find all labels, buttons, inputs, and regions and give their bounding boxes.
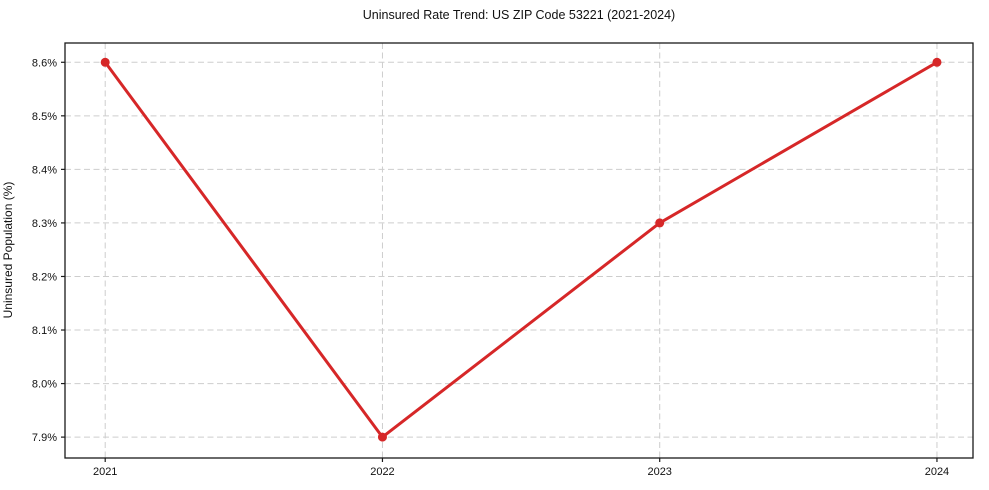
y-tick-label: 8.1% [32, 325, 57, 337]
y-tick-label: 8.3% [32, 218, 57, 230]
y-tick-label: 8.4% [32, 164, 57, 176]
y-tick-label: 8.6% [32, 57, 57, 69]
y-tick-label: 8.0% [32, 379, 57, 391]
data-point [377, 432, 387, 442]
x-tick-label: 2021 [93, 466, 117, 478]
chart-title: Uninsured Rate Trend: US ZIP Code 53221 … [362, 8, 676, 22]
y-tick-label: 8.2% [32, 271, 57, 283]
y-tick-label: 8.5% [32, 111, 57, 123]
data-point [932, 57, 942, 67]
trend-line [103, 60, 939, 439]
x-tick-label: 2023 [647, 466, 671, 478]
data-point [100, 57, 110, 67]
y-tick-label: 7.9% [32, 432, 57, 444]
plot-frame [64, 42, 974, 459]
data-point [655, 218, 665, 228]
x-tick-label: 2024 [925, 466, 949, 478]
x-tick-label: 2022 [370, 466, 394, 478]
